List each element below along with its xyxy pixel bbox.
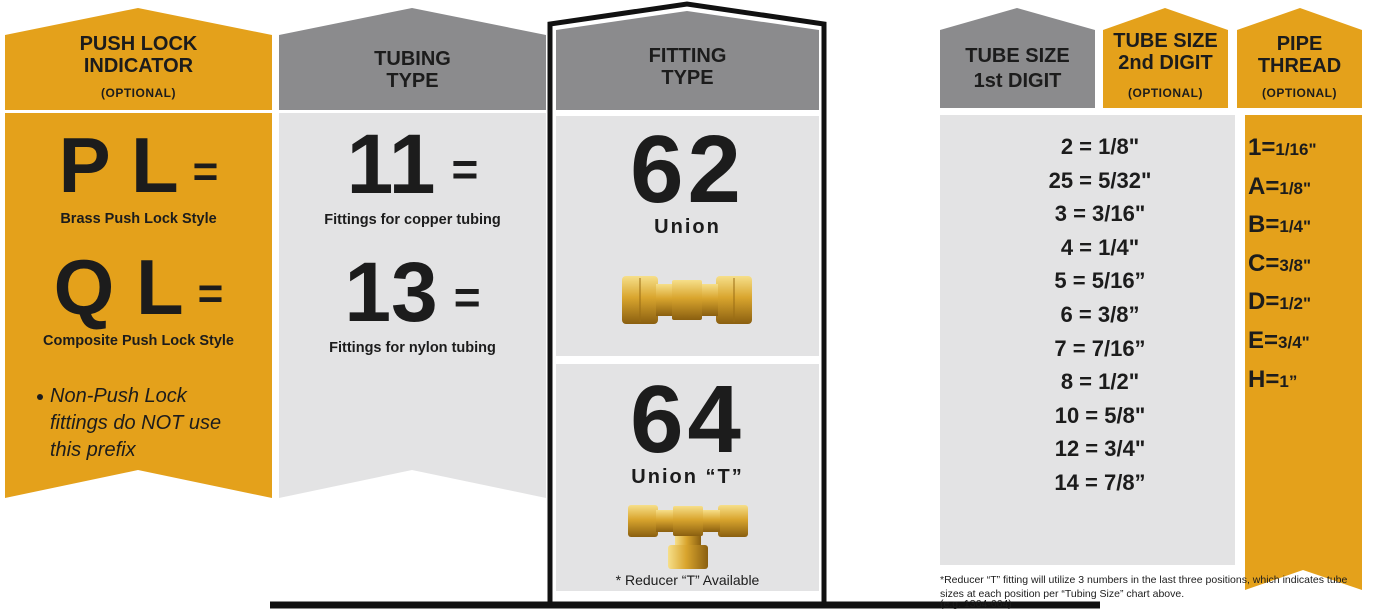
code: Q L (54, 243, 184, 331)
tube-size: 6 = 3/8” (990, 302, 1210, 328)
size: 1” (1279, 372, 1297, 391)
code: 13 (344, 245, 437, 339)
header-title: THREAD (1237, 55, 1362, 77)
code-label: Brass Push Lock Style (5, 211, 272, 227)
header-title: TUBING (279, 48, 546, 70)
header-subtitle: (OPTIONAL) (1237, 86, 1362, 100)
bullet (37, 394, 43, 400)
header-title: TUBE SIZE (1103, 30, 1228, 52)
tube-size: 8 = 1/2" (990, 369, 1210, 395)
size: 3/4" (1278, 333, 1310, 352)
equals: = (1264, 327, 1278, 354)
code: 11 (347, 117, 436, 211)
code-label: Fittings for copper tubing (279, 212, 546, 228)
equals: = (1265, 250, 1279, 277)
header-subtitle: (OPTIONAL) (5, 86, 272, 100)
code: 1 (1248, 134, 1261, 161)
size: 1/16" (1275, 140, 1316, 159)
equals: = (193, 147, 219, 196)
example: (e.g. 1364-664) (940, 598, 1140, 610)
footnote: *Reducer “T” fitting will utilize 3 numb… (940, 573, 1370, 601)
pipe-row: A=1/8" (1248, 173, 1360, 204)
tube-size: 10 = 5/8" (990, 403, 1210, 429)
equals: = (1265, 288, 1279, 315)
note: * Reducer “T” Available (556, 572, 819, 588)
equals: = (198, 269, 224, 318)
pipe-row: B=1/4" (1248, 211, 1360, 242)
header-title: FITTING (556, 45, 819, 67)
pipe-row: H=1” (1248, 366, 1360, 397)
tube-size: 25 = 5/32" (990, 168, 1210, 194)
tube-size: 2 = 1/8" (990, 134, 1210, 160)
equals: = (1265, 211, 1279, 238)
tube-size: 3 = 3/16" (990, 201, 1210, 227)
tube-size: 14 = 7/8” (990, 470, 1210, 496)
code: P L (59, 121, 179, 209)
equals: = (1265, 173, 1279, 200)
code-label: Composite Push Lock Style (5, 333, 272, 349)
code: 64 (556, 372, 819, 468)
size: 3/8" (1279, 256, 1311, 275)
pipe-row: D=1/2" (1248, 288, 1360, 319)
code-label: Fittings for nylon tubing (279, 340, 546, 356)
tube-size: 12 = 3/4" (990, 436, 1210, 462)
equals: = (454, 271, 481, 323)
code: C (1248, 250, 1265, 277)
tube-size: 7 = 7/16” (990, 336, 1210, 362)
size: 1/2" (1279, 294, 1311, 313)
note: Non-Push Lock fittings do NOT use this p… (50, 383, 235, 464)
code: D (1248, 288, 1265, 315)
header-title: PIPE (1237, 33, 1362, 55)
page: { "push_lock": { "title": ["PUSH LOCK", … (0, 0, 1374, 611)
header-title: 1st DIGIT (940, 70, 1095, 92)
equals: = (1265, 366, 1279, 393)
equals: = (451, 143, 478, 195)
equals: = (1261, 134, 1275, 161)
pipe-row: E=3/4" (1248, 327, 1360, 358)
header-title: TYPE (279, 70, 546, 92)
tube-size: 4 = 1/4" (990, 235, 1210, 261)
code: A (1248, 173, 1265, 200)
header-title: 2nd DIGIT (1103, 52, 1228, 74)
code: E (1248, 327, 1264, 354)
header-title: INDICATOR (5, 55, 272, 77)
pipe-row: C=3/8" (1248, 250, 1360, 281)
union-image (622, 276, 752, 324)
header-title: TUBE SIZE (940, 45, 1095, 67)
size: 1/4" (1279, 217, 1311, 236)
code-label: Union “T” (556, 466, 819, 489)
header-subtitle: (OPTIONAL) (1103, 86, 1228, 100)
diagram: PUSH LOCKINDICATOR (OPTIONAL) P L = Brass Pu… (0, 0, 1374, 611)
header-title: PUSH LOCK (5, 33, 272, 55)
code: B (1248, 211, 1265, 238)
code: H (1248, 366, 1265, 393)
code-label: Union (556, 216, 819, 239)
size: 1/8" (1279, 179, 1311, 198)
tube-size: 5 = 5/16” (990, 268, 1210, 294)
header-title: TYPE (556, 67, 819, 89)
code: 62 (556, 122, 819, 218)
pipe-row: 1=1/16" (1248, 134, 1360, 165)
